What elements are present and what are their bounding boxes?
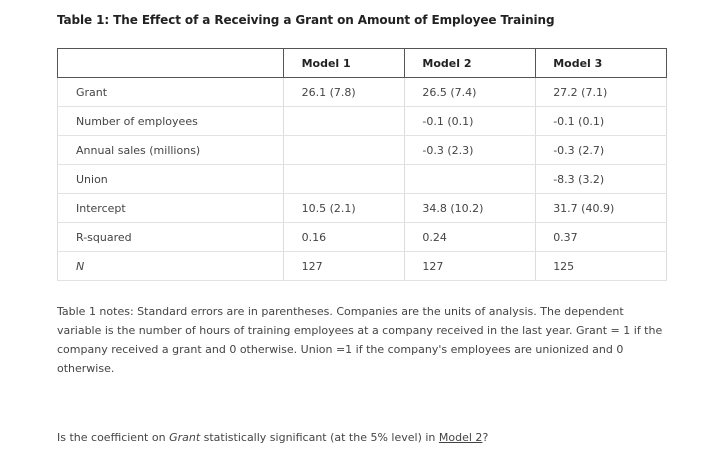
table-title: Table 1: The Effect of a Receiving a Gra… [57, 13, 555, 27]
question-suffix: ? [482, 431, 488, 444]
row-label: N [58, 252, 284, 281]
question-text: Is the coefficient on Grant statisticall… [57, 431, 488, 444]
table-row: Annual sales (millions) -0.3 (2.3) -0.3 … [58, 136, 667, 165]
question-term: Grant [169, 431, 200, 444]
cell-model-1 [283, 107, 405, 136]
question-prefix: Is the coefficient on [57, 431, 169, 444]
row-label: Number of employees [58, 107, 284, 136]
table-notes: Table 1 notes: Standard errors are in pa… [57, 302, 667, 378]
cell-model-1: 127 [283, 252, 405, 281]
cell-model-3: 27.2 (7.1) [536, 78, 667, 107]
header-model-3: Model 3 [536, 49, 667, 78]
cell-model-3: 125 [536, 252, 667, 281]
cell-model-1: 10.5 (2.1) [283, 194, 405, 223]
header-model-2: Model 2 [405, 49, 536, 78]
table-row: Union -8.3 (3.2) [58, 165, 667, 194]
table-row: Number of employees -0.1 (0.1) -0.1 (0.1… [58, 107, 667, 136]
table-row: R-squared 0.16 0.24 0.37 [58, 223, 667, 252]
cell-model-2 [405, 165, 536, 194]
row-label: R-squared [58, 223, 284, 252]
cell-model-3: -8.3 (3.2) [536, 165, 667, 194]
cell-model-3: 31.7 (40.9) [536, 194, 667, 223]
cell-model-2: 26.5 (7.4) [405, 78, 536, 107]
row-label: Intercept [58, 194, 284, 223]
table-header-row: Model 1 Model 2 Model 3 [58, 49, 667, 78]
cell-model-3: -0.3 (2.7) [536, 136, 667, 165]
cell-model-2: -0.1 (0.1) [405, 107, 536, 136]
cell-model-3: 0.37 [536, 223, 667, 252]
cell-model-1: 26.1 (7.8) [283, 78, 405, 107]
cell-model-2: -0.3 (2.3) [405, 136, 536, 165]
header-model-1: Model 1 [283, 49, 405, 78]
cell-model-1 [283, 136, 405, 165]
cell-model-3: -0.1 (0.1) [536, 107, 667, 136]
question-middle: statistically significant (at the 5% lev… [200, 431, 439, 444]
row-label: Annual sales (millions) [58, 136, 284, 165]
table-row: Grant 26.1 (7.8) 26.5 (7.4) 27.2 (7.1) [58, 78, 667, 107]
cell-model-1: 0.16 [283, 223, 405, 252]
cell-model-2: 0.24 [405, 223, 536, 252]
header-blank [58, 49, 284, 78]
cell-model-2: 127 [405, 252, 536, 281]
row-label: Grant [58, 78, 284, 107]
cell-model-1 [283, 165, 405, 194]
cell-model-2: 34.8 (10.2) [405, 194, 536, 223]
table-row: N 127 127 125 [58, 252, 667, 281]
table-row: Intercept 10.5 (2.1) 34.8 (10.2) 31.7 (4… [58, 194, 667, 223]
question-model-link: Model 2 [439, 431, 483, 444]
row-label: Union [58, 165, 284, 194]
regression-table: Model 1 Model 2 Model 3 Grant 26.1 (7.8)… [57, 48, 667, 281]
